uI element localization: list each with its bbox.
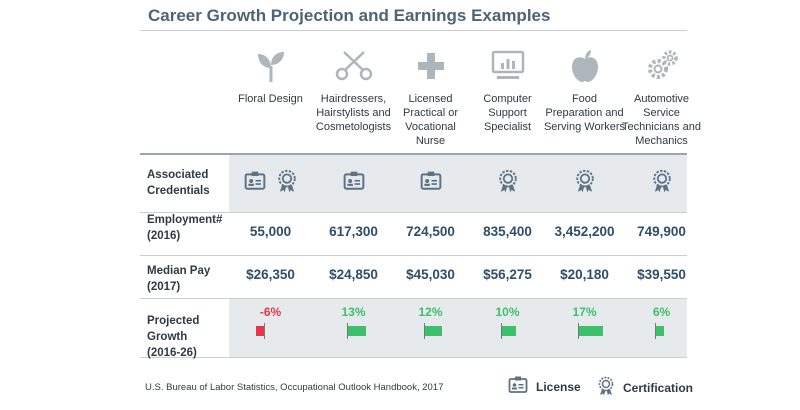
growth-percent: 12%: [418, 305, 443, 319]
growth-axis: [655, 323, 656, 339]
occupation-name: Automotive Service Technicians and Mecha…: [622, 93, 701, 147]
certification-icon: [497, 169, 519, 198]
growth-percent: 13%: [341, 305, 366, 319]
credentials-cell: [466, 160, 549, 206]
certification-icon: [276, 169, 298, 198]
scissors-icon: [312, 46, 395, 86]
certification-icon: [597, 376, 615, 399]
employment-value: 617,300: [329, 224, 378, 239]
table-bottom-rule: [140, 357, 687, 358]
gears-icon: [620, 46, 703, 86]
credentials-cell: [312, 160, 395, 206]
growth-bar: [425, 326, 442, 336]
legend-license: License: [508, 376, 581, 397]
occupation-header: Floral Design: [229, 46, 312, 106]
occupation-name: Floral Design: [238, 93, 303, 105]
computer-monitor-icon: [466, 46, 549, 86]
median-pay-value: $45,030: [406, 267, 455, 282]
occupation-header: Food Preparation and Serving Workers: [543, 46, 626, 134]
growth-percent: 17%: [572, 305, 597, 319]
growth-bar: [579, 326, 603, 336]
occupation-header: Computer Support Specialist: [466, 46, 549, 134]
employment-value: 835,400: [483, 224, 532, 239]
table-top-rule: [140, 153, 687, 155]
growth-percent: 10%: [495, 305, 520, 319]
median-pay-value: $56,275: [483, 267, 532, 282]
median-pay-value: $26,350: [246, 267, 295, 282]
credentials-cell: [543, 160, 626, 206]
employment-value: 55,000: [249, 224, 292, 239]
occupation-header: Hairdressers, Hairstylists and Cosmetolo…: [312, 46, 395, 134]
growth-axis: [501, 323, 502, 339]
license-icon: [508, 376, 528, 397]
row-divider: [140, 212, 687, 213]
license-icon: [244, 171, 266, 196]
legend-certification-label: Certification: [623, 380, 694, 395]
plant-sprout-icon: [229, 46, 312, 86]
credentials-cell: [229, 160, 312, 206]
occupation-name: Licensed Practical or Vocational Nurse: [402, 93, 459, 147]
median-pay-value: $39,550: [637, 267, 686, 282]
occupation-name: Computer Support Specialist: [483, 93, 532, 133]
title-divider: [140, 30, 687, 31]
growth-axis: [347, 323, 348, 339]
legend-certification: Certification: [597, 376, 693, 399]
median-pay-value: $20,180: [560, 267, 609, 282]
row-label-growth: Projected Growth (2016-26): [147, 315, 200, 359]
occupation-name: Hairdressers, Hairstylists and Cosmetolo…: [315, 93, 392, 133]
license-icon: [343, 171, 365, 196]
credentials-cell: [620, 160, 703, 206]
growth-axis: [578, 323, 579, 339]
employment-value: 724,500: [406, 224, 455, 239]
license-icon: [420, 171, 442, 196]
page-title: Career Growth Projection and Earnings Ex…: [148, 6, 551, 25]
growth-bar: [348, 326, 367, 336]
growth-bar: [656, 326, 665, 336]
employment-value: 3,452,200: [554, 224, 615, 239]
apple-icon: [543, 46, 626, 86]
legend-license-label: License: [536, 379, 581, 394]
occupation-name: Food Preparation and Serving Workers: [543, 93, 626, 133]
row-label-pay: Median Pay (2017): [147, 265, 211, 293]
source-note: U.S. Bureau of Labor Statistics, Occupat…: [145, 382, 444, 393]
certification-icon: [574, 169, 596, 198]
row-divider: [140, 255, 687, 256]
growth-axis: [424, 323, 425, 339]
occupation-header: Licensed Practical or Vocational Nurse: [389, 46, 472, 148]
row-divider: [140, 298, 687, 299]
credentials-row-band: [229, 155, 687, 212]
medical-cross-icon: [389, 46, 472, 86]
growth-percent: -6%: [259, 305, 282, 319]
certification-icon: [651, 169, 673, 198]
occupation-header: Automotive Service Technicians and Mecha…: [620, 46, 703, 148]
growth-percent: 6%: [652, 305, 671, 319]
growth-row-band: [229, 298, 687, 357]
growth-bar: [255, 326, 264, 336]
growth-bar: [502, 326, 516, 336]
row-label-employment: Employment# (2016): [147, 214, 223, 242]
median-pay-value: $24,850: [329, 267, 378, 282]
employment-value: 749,900: [637, 224, 686, 239]
growth-axis: [264, 323, 265, 339]
credentials-cell: [389, 160, 472, 206]
row-label-credentials: Associated Credentials: [147, 169, 210, 197]
